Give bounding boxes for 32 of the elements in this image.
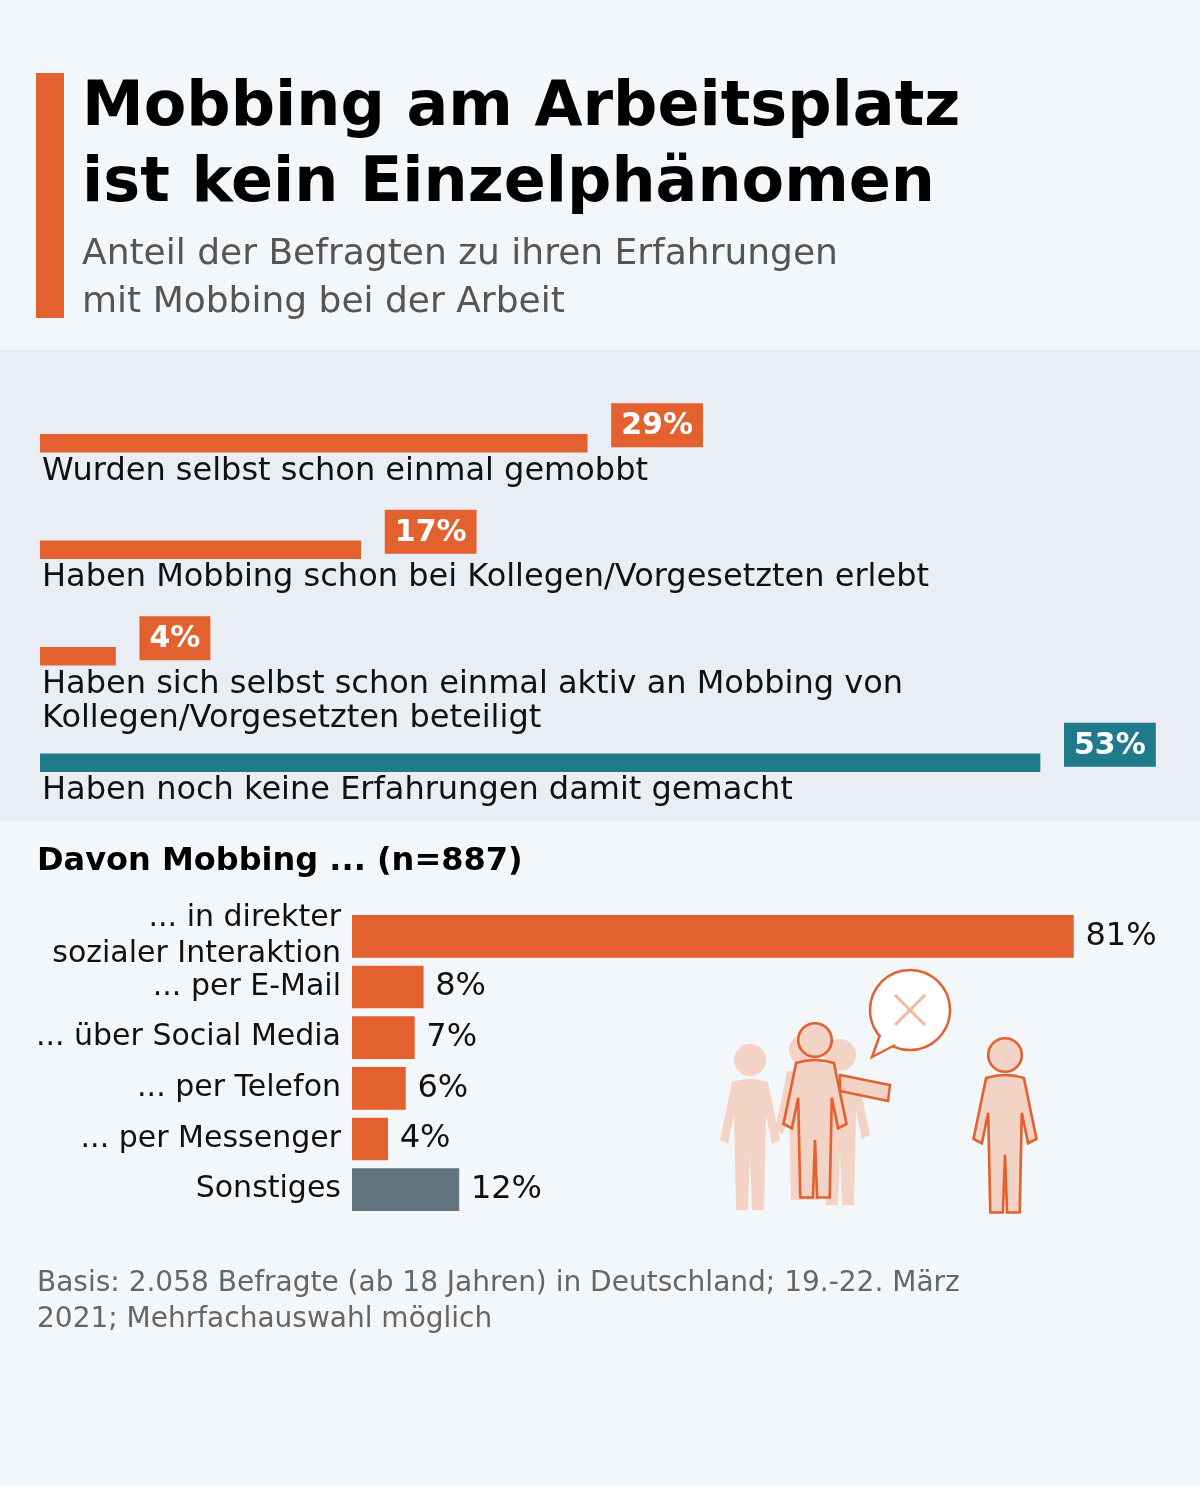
bar <box>40 540 362 560</box>
data-label: 4% <box>149 619 201 655</box>
data-label: 53% <box>1074 725 1146 761</box>
data-label: 8% <box>435 965 487 1004</box>
chart-subtitle: Anteil der Befragten zu ihren Erfahrungen mit Mobbing bei der Arbeit <box>82 230 839 322</box>
bar <box>40 753 1041 773</box>
bar <box>352 1016 415 1059</box>
text: Basis: 2.058 Befragte (ab 18 Jahren) in Deutschland; 19.-22. März 2021; Mehrfachauswahl möglich <box>37 1264 961 1336</box>
bar <box>352 915 1074 958</box>
y-tick-label: ... per Telefon <box>137 1068 341 1104</box>
y-tick-label: Haben Mobbing schon bei Kollegen/Vorgesetzten erlebt <box>42 556 929 595</box>
bar <box>352 1168 460 1211</box>
y-tick-label: ... per Messenger <box>80 1118 342 1154</box>
bar <box>352 1117 388 1161</box>
data-label: 4% <box>399 1117 451 1156</box>
y-tick-label: Sonstiges <box>195 1169 341 1205</box>
y-tick-label: Haben sich selbst schon einmal aktiv an Mobbing von Kollegen/Vorgesetzten beteiligt <box>42 662 903 735</box>
bar <box>352 1067 406 1110</box>
bar <box>352 965 424 1009</box>
y-tick-label: Wurden selbst schon einmal gemobbt <box>42 449 648 488</box>
y-tick-label: ... über Social Media <box>35 1017 341 1053</box>
data-label: 6% <box>417 1066 469 1105</box>
chart-title: Mobbing am Arbeitsplatz ist kein Einzelphänomen <box>82 66 962 218</box>
chart-title: Davon Mobbing ... (n=887) <box>37 840 524 878</box>
data-label: 81% <box>1085 914 1157 953</box>
y-tick-label: Haben noch keine Erfahrungen damit gemacht <box>42 769 793 808</box>
bar <box>40 646 116 666</box>
data-label: 17% <box>394 512 467 548</box>
data-label: 29% <box>621 406 693 442</box>
bar <box>40 433 588 453</box>
data-label: 12% <box>470 1167 542 1206</box>
data-label: 7% <box>426 1015 478 1054</box>
